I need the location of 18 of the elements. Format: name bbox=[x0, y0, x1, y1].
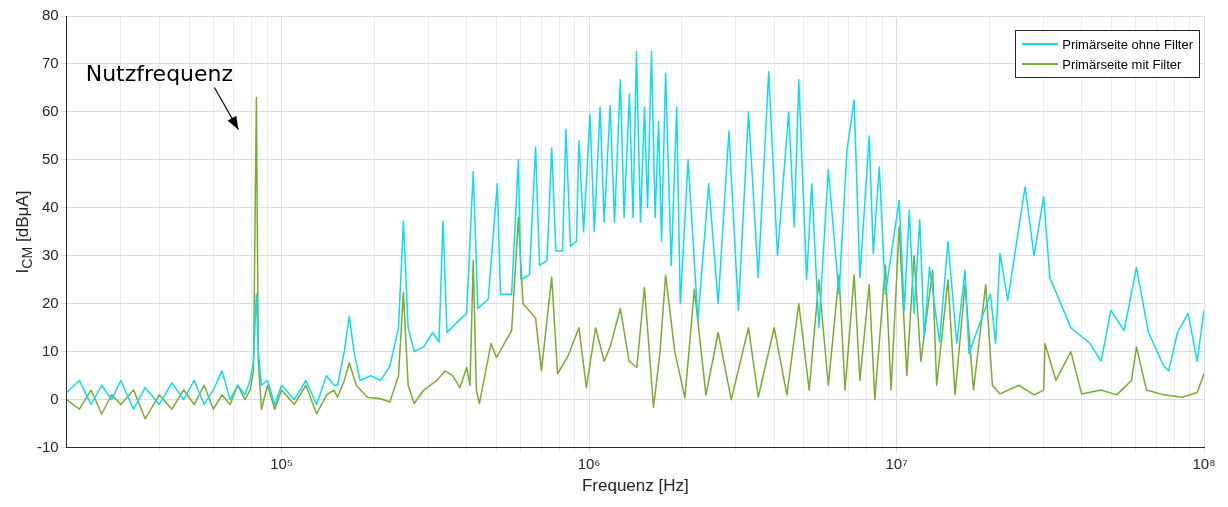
legend-label: Primärseite ohne Filter bbox=[1062, 36, 1193, 52]
y-tick-label: 60 bbox=[41, 102, 59, 120]
x-tick-label: 10⁵ bbox=[270, 454, 294, 472]
y-tick-label: 20 bbox=[41, 293, 59, 311]
x-tick-label: 10⁸ bbox=[1192, 454, 1216, 472]
x-tick-label: 10⁶ bbox=[577, 454, 601, 472]
x-tick-label: 10⁷ bbox=[885, 454, 908, 472]
y-tick-label: 30 bbox=[41, 245, 59, 263]
annotation: Nutzfrequenz bbox=[85, 61, 234, 87]
y-tick-label: 50 bbox=[41, 150, 59, 168]
y-tick-label: 10 bbox=[41, 341, 59, 359]
y-tick-label: -10 bbox=[36, 437, 59, 455]
y-tick-label: 80 bbox=[41, 6, 59, 24]
y-tick-label: 40 bbox=[41, 197, 59, 215]
y-tick-label: 70 bbox=[41, 54, 59, 72]
y-tick-label: 0 bbox=[50, 389, 59, 407]
x-axis-title: Frequenz [Hz] bbox=[581, 476, 689, 496]
legend-label: Primärseite mit Filter bbox=[1062, 56, 1182, 72]
